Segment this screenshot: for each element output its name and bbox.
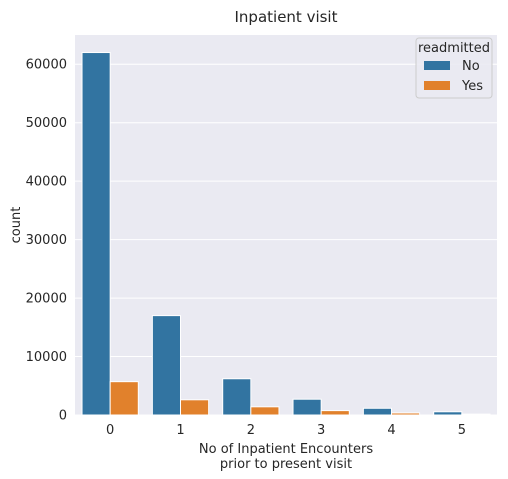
y-tick-label: 0 [59, 409, 67, 424]
bar-no-1 [151, 315, 182, 416]
x-tick-label: 4 [387, 423, 395, 438]
x-tick-label: 1 [176, 423, 184, 438]
chart-title: Inpatient visit [235, 8, 338, 26]
x-axis-label-line-1: No of Inpatient Encounters [199, 442, 373, 457]
bar-no-0 [81, 52, 111, 416]
y-tick-label: 30000 [26, 233, 67, 248]
x-tick-label: 2 [247, 423, 255, 438]
bar-yes-3 [320, 410, 350, 416]
y-tick-label: 20000 [26, 292, 67, 307]
x-axis-label-line-2: prior to present visit [220, 457, 352, 472]
legend-swatch-yes [424, 81, 450, 90]
y-tick-label: 10000 [26, 350, 67, 365]
bar-yes-0 [109, 381, 139, 416]
legend-label-no: No [462, 59, 480, 74]
bar-no-5 [433, 411, 463, 416]
bar-yes-1 [180, 399, 210, 416]
bar-no-3 [292, 398, 322, 416]
bar-yes-4 [391, 412, 421, 416]
y-axis-label: count [9, 207, 24, 244]
legend-title: readmitted [418, 41, 490, 56]
legend-swatch-no [424, 61, 450, 70]
y-tick-labels: 0 10000 20000 30000 40000 50000 60000 [26, 58, 67, 424]
legend: readmitted No Yes [415, 37, 493, 99]
bar-no-4 [362, 407, 393, 416]
y-tick-label: 40000 [26, 175, 67, 190]
y-tick-label: 60000 [26, 58, 67, 73]
bar-yes-2 [250, 406, 280, 416]
y-tick-label: 50000 [26, 116, 67, 131]
x-tick-label: 5 [458, 423, 466, 438]
bars [81, 52, 491, 416]
legend-label-yes: Yes [461, 79, 483, 94]
x-tick-label: 3 [317, 423, 325, 438]
x-tick-labels: 0 1 2 3 4 5 [106, 423, 466, 438]
bar-yes-5 [461, 413, 491, 416]
x-tick-label: 0 [106, 423, 114, 438]
bar-no-2 [222, 378, 252, 416]
